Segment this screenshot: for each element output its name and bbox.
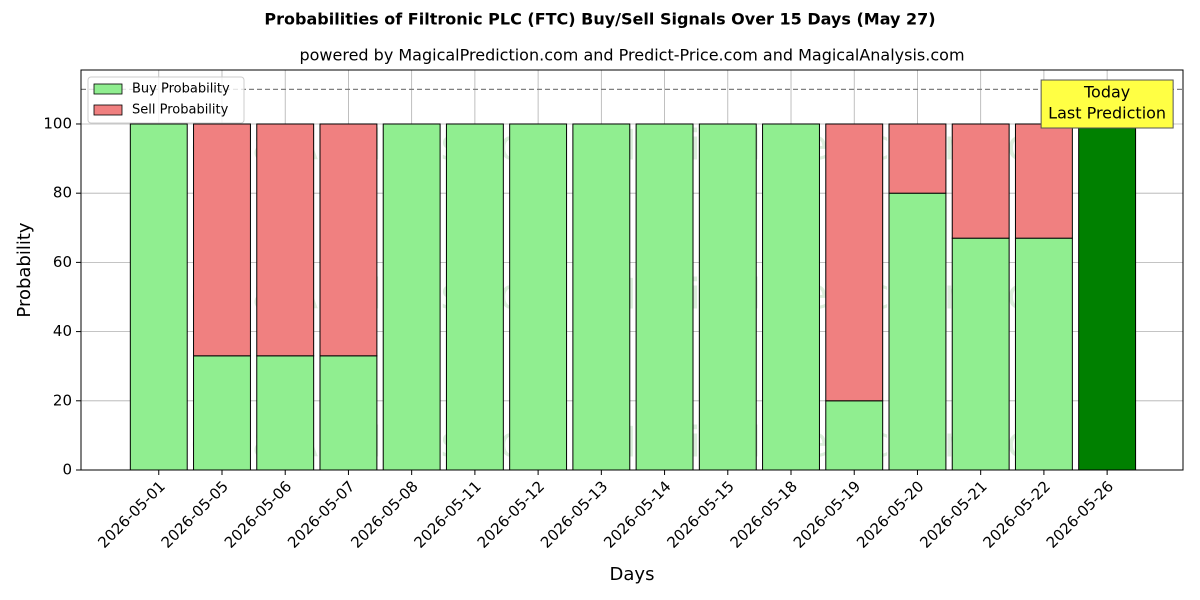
y-tick-label: 20 <box>53 391 72 409</box>
bar-segment <box>888 192 947 471</box>
bar-segment <box>509 123 568 471</box>
bar-segment <box>445 123 504 471</box>
bar-segment <box>698 123 757 471</box>
legend-swatch <box>93 104 123 116</box>
bar-segment <box>635 123 694 471</box>
bar-segment <box>572 123 631 471</box>
bar-segment <box>825 123 884 402</box>
bar-segment <box>193 355 251 471</box>
chart-subtitle: powered by MagicalPrediction.com and Pre… <box>299 46 964 65</box>
bar-segment <box>951 123 1010 239</box>
bar-segment <box>319 355 378 471</box>
bar-segment <box>256 123 315 357</box>
bar-segment <box>762 123 820 471</box>
chart-title: Probabilities of Filtronic PLC (FTC) Buy… <box>264 10 935 29</box>
bar-segment <box>1078 123 1137 471</box>
bar-segment <box>129 123 188 471</box>
legend-label: Sell Probability <box>132 103 229 118</box>
y-tick-label: 0 <box>62 461 72 479</box>
y-tick-label: 100 <box>43 114 72 132</box>
bar-segment <box>256 355 315 471</box>
bar-segment <box>1014 123 1073 239</box>
bar-segment <box>382 123 441 471</box>
y-tick-label: 80 <box>53 184 72 202</box>
bar-segment <box>951 237 1010 471</box>
bar-segment <box>319 123 378 357</box>
annotation-text: Today <box>1083 83 1130 102</box>
legend-swatch <box>93 83 123 95</box>
y-axis-label: Probability <box>14 222 35 317</box>
bar-segment <box>825 400 884 471</box>
annotation-box <box>1040 79 1174 129</box>
legend-label: Buy Probability <box>132 82 230 97</box>
x-axis-label: Days <box>610 564 655 585</box>
legend-frame <box>87 76 245 124</box>
axes-frame <box>80 69 1184 471</box>
bar-segment <box>1014 237 1073 471</box>
annotation-text: Last Prediction <box>1048 104 1166 123</box>
y-tick-label: 60 <box>53 253 72 271</box>
bar-segment <box>888 123 947 194</box>
y-tick-label: 40 <box>53 322 72 340</box>
legend: Buy Probability Sell Probability <box>87 76 245 124</box>
bar-segment <box>193 123 251 357</box>
